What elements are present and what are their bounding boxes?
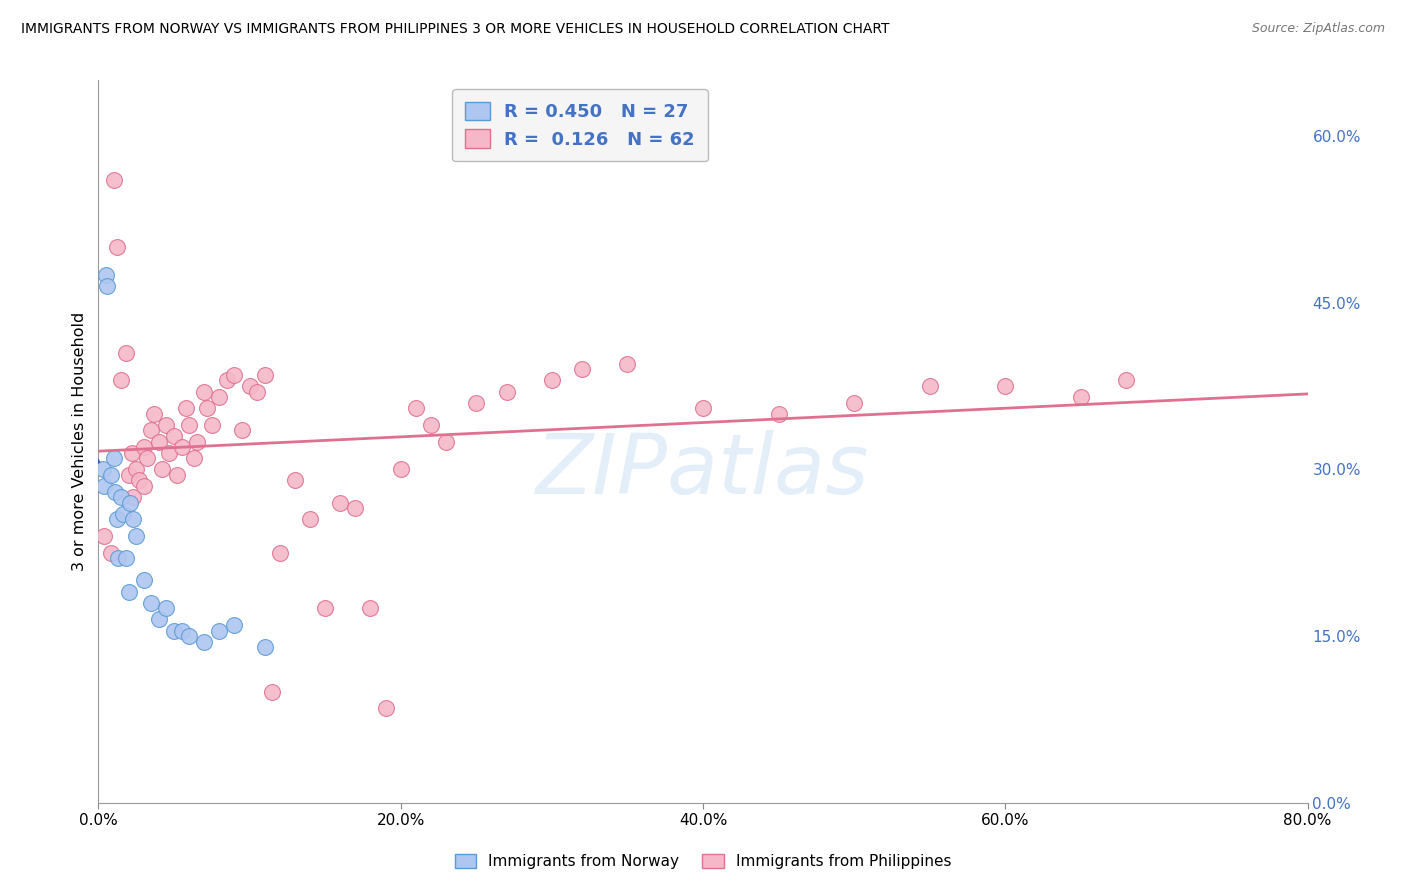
Point bbox=[374, 701, 396, 715]
Point bbox=[239, 379, 262, 393]
Point bbox=[262, 684, 284, 698]
Point bbox=[96, 279, 118, 293]
Point bbox=[132, 479, 155, 493]
Legend: Immigrants from Norway, Immigrants from Philippines: Immigrants from Norway, Immigrants from … bbox=[449, 847, 957, 875]
Point bbox=[120, 496, 142, 510]
Point bbox=[918, 379, 941, 393]
Point bbox=[135, 451, 157, 466]
Point bbox=[93, 479, 115, 493]
Point bbox=[224, 618, 246, 632]
Point bbox=[1115, 373, 1137, 387]
Point bbox=[186, 434, 208, 449]
Point bbox=[141, 596, 163, 610]
Y-axis label: 3 or more Vehicles in Household: 3 or more Vehicles in Household bbox=[72, 312, 87, 571]
Point bbox=[179, 417, 201, 432]
Point bbox=[128, 474, 150, 488]
Point bbox=[495, 384, 517, 399]
Point bbox=[389, 462, 412, 476]
Point bbox=[170, 440, 193, 454]
Point bbox=[208, 624, 231, 638]
Point bbox=[110, 373, 132, 387]
Point bbox=[314, 601, 336, 615]
Point bbox=[93, 529, 115, 543]
Point bbox=[103, 451, 125, 466]
Point bbox=[121, 445, 143, 459]
Point bbox=[208, 390, 231, 404]
Point bbox=[148, 612, 170, 626]
Point bbox=[540, 373, 562, 387]
Point bbox=[571, 362, 593, 376]
Point bbox=[114, 551, 136, 566]
Legend: R = 0.450   N = 27, R =  0.126   N = 62: R = 0.450 N = 27, R = 0.126 N = 62 bbox=[453, 89, 707, 161]
Point bbox=[253, 640, 276, 655]
Point bbox=[100, 546, 122, 560]
Text: IMMIGRANTS FROM NORWAY VS IMMIGRANTS FROM PHILIPPINES 3 OR MORE VEHICLES IN HOUS: IMMIGRANTS FROM NORWAY VS IMMIGRANTS FRO… bbox=[21, 22, 890, 37]
Point bbox=[104, 484, 127, 499]
Point bbox=[155, 601, 177, 615]
Point bbox=[118, 467, 141, 482]
Point bbox=[768, 407, 790, 421]
Point bbox=[344, 501, 367, 516]
Point bbox=[195, 401, 218, 416]
Point bbox=[105, 240, 128, 254]
Point bbox=[1070, 390, 1092, 404]
Point bbox=[284, 474, 307, 488]
Point bbox=[125, 462, 148, 476]
Point bbox=[125, 529, 148, 543]
Point bbox=[329, 496, 352, 510]
Text: Source: ZipAtlas.com: Source: ZipAtlas.com bbox=[1251, 22, 1385, 36]
Point bbox=[465, 395, 488, 409]
Point bbox=[159, 445, 181, 459]
Point bbox=[193, 634, 215, 648]
Point bbox=[143, 407, 166, 421]
Point bbox=[105, 512, 128, 526]
Point bbox=[692, 401, 714, 416]
Point bbox=[174, 401, 197, 416]
Point bbox=[111, 507, 134, 521]
Point bbox=[215, 373, 238, 387]
Point bbox=[163, 624, 186, 638]
Point bbox=[107, 551, 129, 566]
Point bbox=[155, 417, 177, 432]
Point bbox=[118, 584, 141, 599]
Point bbox=[148, 434, 170, 449]
Point bbox=[844, 395, 866, 409]
Point bbox=[141, 424, 163, 438]
Point bbox=[150, 462, 173, 476]
Point bbox=[132, 440, 155, 454]
Point bbox=[246, 384, 269, 399]
Point bbox=[132, 574, 155, 588]
Point bbox=[201, 417, 224, 432]
Point bbox=[253, 368, 276, 382]
Point bbox=[94, 268, 117, 282]
Point bbox=[360, 601, 382, 615]
Text: ZIPatlas: ZIPatlas bbox=[536, 430, 870, 511]
Point bbox=[122, 512, 145, 526]
Point bbox=[231, 424, 253, 438]
Point bbox=[405, 401, 427, 416]
Point bbox=[269, 546, 291, 560]
Point bbox=[616, 357, 638, 371]
Point bbox=[110, 490, 132, 504]
Point bbox=[193, 384, 215, 399]
Point bbox=[170, 624, 193, 638]
Point bbox=[994, 379, 1017, 393]
Point bbox=[434, 434, 457, 449]
Point bbox=[122, 490, 145, 504]
Point bbox=[179, 629, 201, 643]
Point bbox=[163, 429, 186, 443]
Point bbox=[224, 368, 246, 382]
Point bbox=[420, 417, 443, 432]
Point bbox=[103, 173, 125, 187]
Point bbox=[299, 512, 322, 526]
Point bbox=[114, 345, 136, 359]
Point bbox=[100, 467, 122, 482]
Point bbox=[91, 462, 114, 476]
Point bbox=[166, 467, 188, 482]
Point bbox=[183, 451, 205, 466]
